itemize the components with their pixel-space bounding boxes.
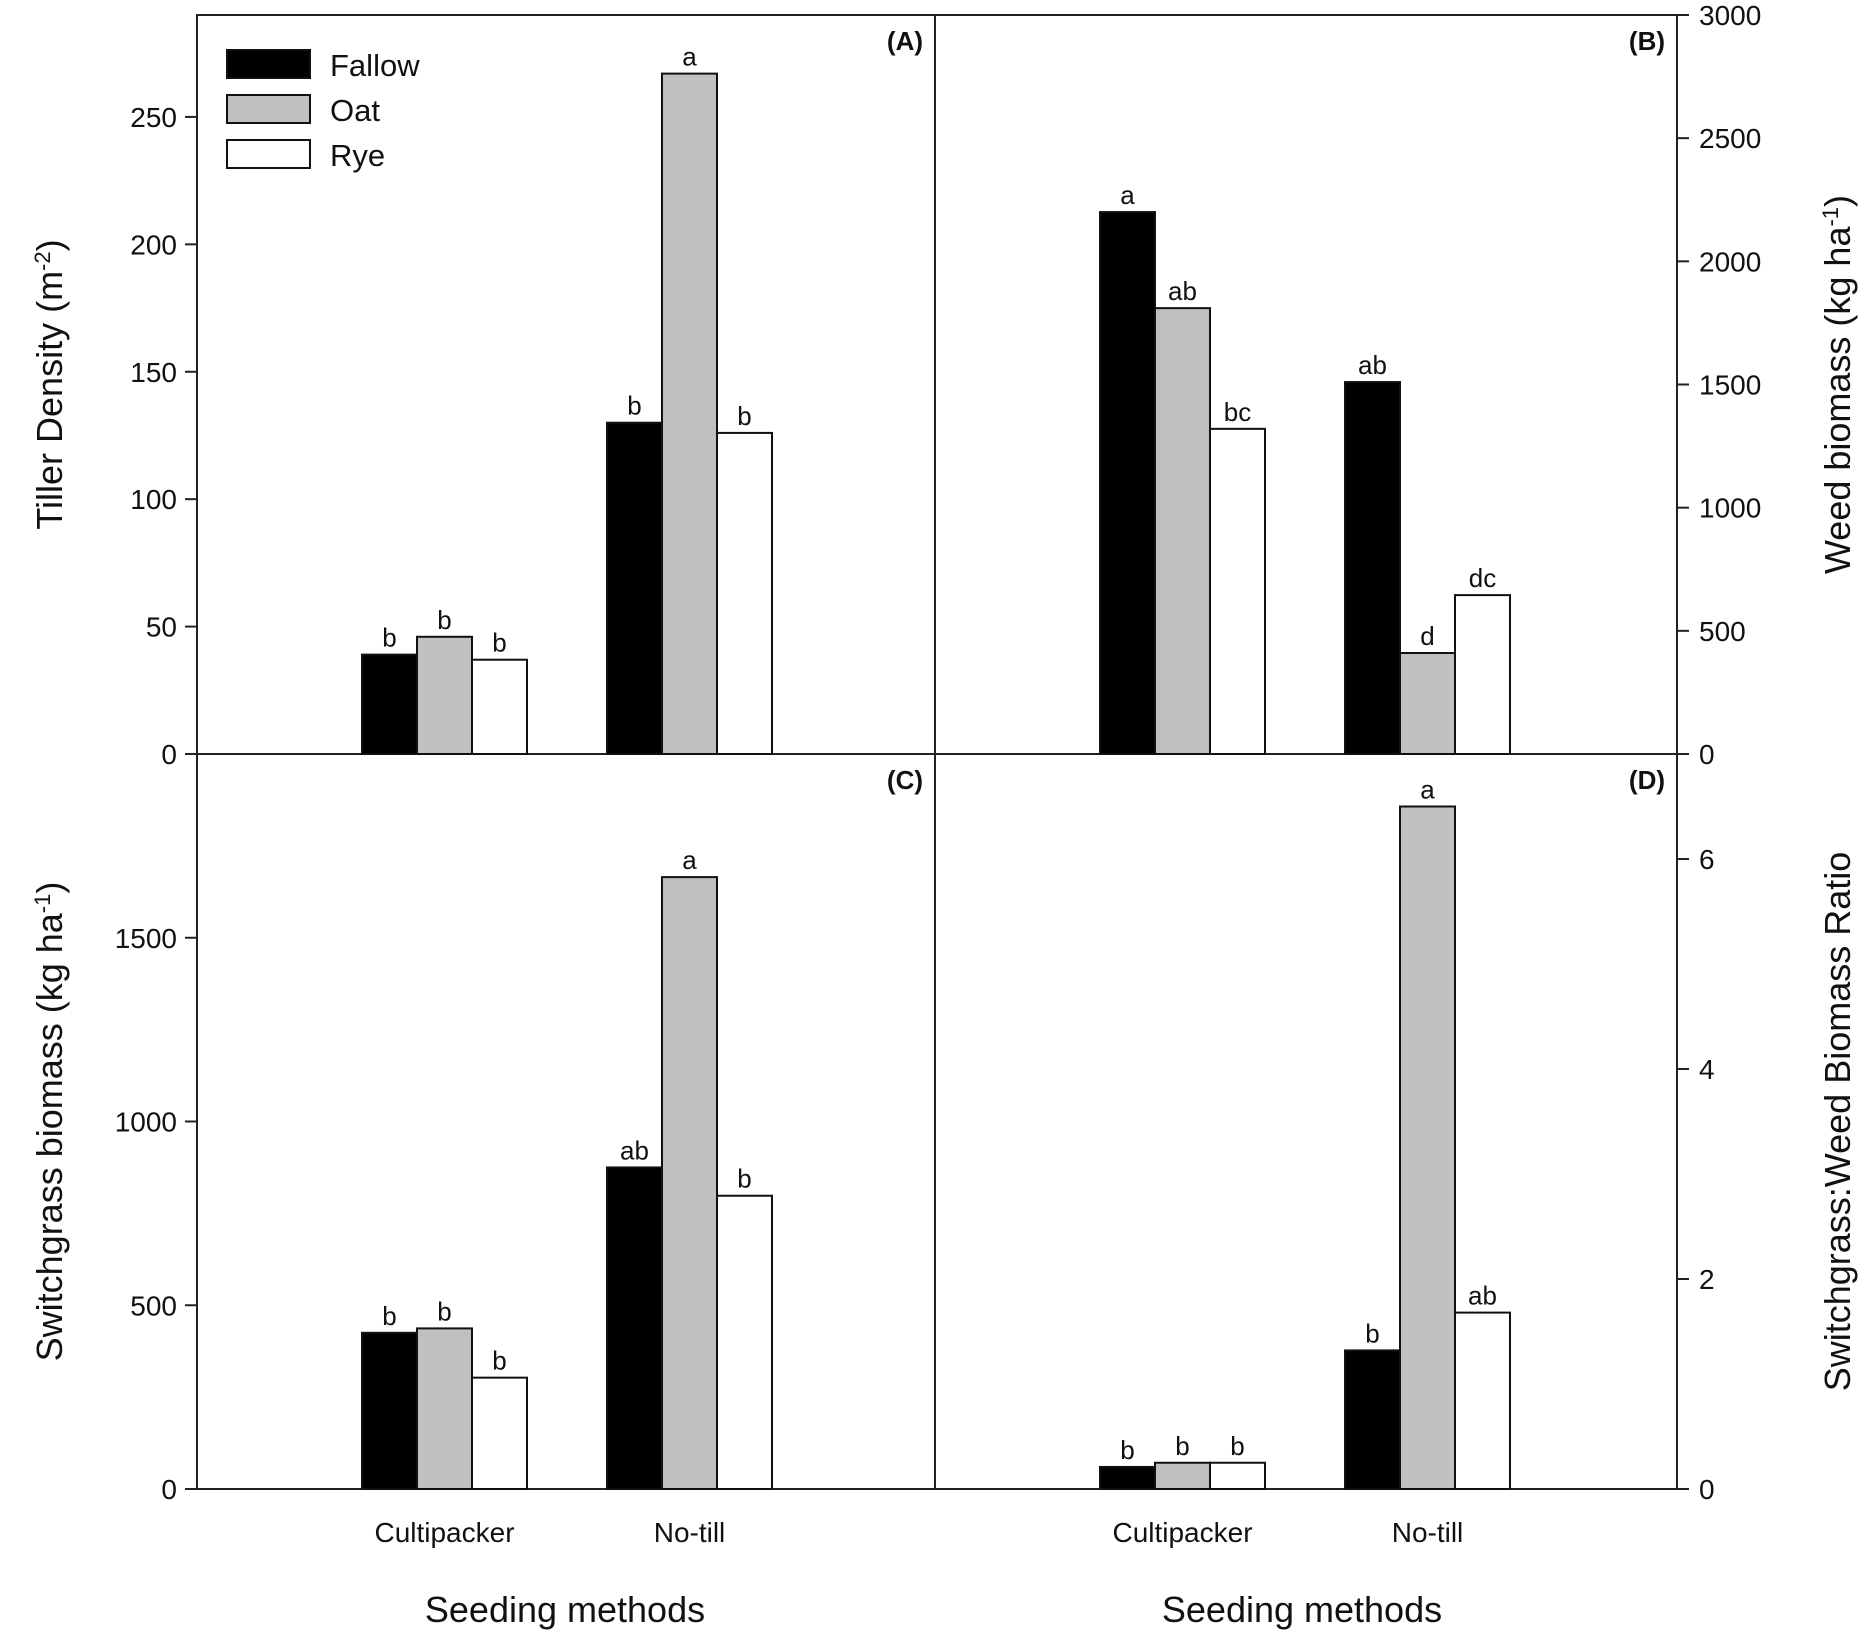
bar-a-cultipacker-fallow [361,653,418,756]
panel-d: (D) 0 2 4 6 Switchgrass:Weed Biomass Ratio b b b… [1099,765,1858,1548]
y-tick-label-a-100: 100 [130,484,177,515]
sig-letter-a-no-till-rye: b [737,401,751,431]
legend-label-oat: Oat [330,93,380,128]
y-tick-label-d-6: 6 [1699,844,1715,875]
sig-letter-c-no-till-rye: b [737,1164,751,1194]
y-tick-label-c-1500: 1500 [115,923,177,954]
bar-b-no-till-rye [1454,594,1511,755]
panel-c: (C) 0 500 1000 1500 Switchgrass biomass (kg h… [29,765,923,1548]
panel-a: (A) 0 50 100 150 200 250 Tiller Density (m-2) b b… [29,26,923,770]
sig-letter-b-no-till-fallow: ab [1358,350,1387,380]
bar-c-cultipacker-rye [471,1376,528,1490]
bar-d-no-till-oat [1399,805,1456,1490]
bar-b-no-till-fallow [1344,381,1401,755]
legend-swatch-fallow [226,49,311,79]
y-tick-label-b-2000: 2000 [1699,246,1761,277]
bar-b-cultipacker-fallow [1099,211,1156,756]
x-tick-label-d-cultipacker: Cultipacker [1112,1517,1252,1548]
sig-letter-c-cultipacker-rye: b [492,1346,506,1376]
bar-a-no-till-oat [661,72,718,755]
sig-letter-b-no-till-rye: dc [1469,563,1496,593]
bar-b-cultipacker-oat [1154,307,1211,755]
sig-letter-a-cultipacker-rye: b [492,628,506,658]
sig-letter-a-cultipacker-fallow: b [382,623,396,653]
bar-a-cultipacker-oat [416,635,473,755]
y-tick-label-b-2500: 2500 [1699,123,1761,154]
outer-frame [196,14,1678,1490]
y-tick-label-a-250: 250 [130,102,177,133]
bar-c-no-till-oat [661,876,718,1490]
y-tick-label-b-1000: 1000 [1699,493,1761,524]
y-axis-title-d: Switchgrass:Weed Biomass Ratio [1817,852,1858,1392]
bar-a-no-till-rye [716,431,773,755]
bar-d-no-till-rye [1454,1311,1511,1490]
y-tick-label-c-500: 500 [130,1290,177,1321]
y-tick-label-d-0: 0 [1699,1474,1715,1505]
panel-label-d: (D) [1629,765,1665,795]
legend-swatch-oat [226,94,311,124]
x-tick-label-c-cultipacker: Cultipacker [374,1517,514,1548]
y-axis-title-c: Switchgrass biomass (kg ha-1) [29,882,70,1362]
bar-c-no-till-fallow [606,1166,663,1490]
sig-letter-b-cultipacker-rye: bc [1224,397,1251,427]
legend-label-fallow: Fallow [330,48,420,83]
legend-label-rye: Rye [330,138,385,173]
bar-c-cultipacker-fallow [361,1331,418,1490]
bar-c-cultipacker-oat [416,1327,473,1490]
panel-label-b: (B) [1629,26,1665,56]
bar-d-cultipacker-fallow [1099,1465,1156,1490]
sig-letter-d-no-till-rye: ab [1468,1281,1497,1311]
x-tick-label-c-no-till: No-till [654,1517,726,1548]
legend: Fallow Oat Rye [226,48,420,173]
y-tick-label-c-1000: 1000 [115,1107,177,1138]
sig-letter-b-no-till-oat: d [1420,621,1434,651]
sig-letter-a-no-till-fallow: b [627,391,641,421]
y-tick-label-b-500: 500 [1699,616,1746,647]
sig-letter-d-cultipacker-fallow: b [1120,1435,1134,1465]
y-axis-title-b: Weed biomass (kg ha-1) [1817,195,1858,574]
bar-b-cultipacker-rye [1209,427,1266,755]
sig-letter-d-no-till-fallow: b [1365,1318,1379,1348]
sig-letter-b-cultipacker-oat: ab [1168,276,1197,306]
sig-letter-d-cultipacker-oat: b [1175,1431,1189,1461]
panel-label-c: (C) [887,765,923,795]
sig-letter-a-cultipacker-oat: b [437,605,451,635]
y-tick-label-a-150: 150 [130,357,177,388]
y-axis-title-a: Tiller Density (m-2) [29,239,70,529]
sig-letter-c-no-till-fallow: ab [620,1135,649,1165]
bar-d-cultipacker-rye [1209,1461,1266,1490]
bar-a-no-till-fallow [606,421,663,755]
sig-letter-a-no-till-oat: a [682,42,697,72]
bar-a-cultipacker-rye [471,658,528,756]
y-tick-label-c-0: 0 [161,1474,177,1505]
y-tick-label-a-200: 200 [130,229,177,260]
y-tick-label-a-50: 50 [146,612,177,643]
sig-letter-c-cultipacker-oat: b [437,1296,451,1326]
sig-letter-d-cultipacker-rye: b [1230,1431,1244,1461]
sig-letter-d-no-till-oat: a [1420,775,1435,805]
sig-letter-c-cultipacker-fallow: b [382,1301,396,1331]
y-tick-label-b-3000: 3000 [1699,0,1761,31]
bar-d-cultipacker-oat [1154,1461,1211,1490]
y-tick-label-b-0: 0 [1699,739,1715,770]
y-tick-label-d-2: 2 [1699,1264,1715,1295]
legend-swatch-rye [226,139,311,169]
y-tick-label-a-0: 0 [161,739,177,770]
bar-c-no-till-rye [716,1194,773,1490]
x-axis-title-left: Seeding methods [425,1589,705,1630]
panel-label-a: (A) [887,26,923,56]
bar-b-no-till-oat [1399,652,1456,756]
sig-letter-c-no-till-oat: a [682,845,697,875]
x-axis-title-right: Seeding methods [1162,1589,1442,1630]
y-tick-label-d-4: 4 [1699,1054,1715,1085]
x-tick-label-d-no-till: No-till [1392,1517,1464,1548]
y-tick-label-b-1500: 1500 [1699,370,1761,401]
panel-b: (B) 0 500 1000 1500 2000 2500 3000 Weed biomass … [1099,0,1858,770]
bar-d-no-till-fallow [1344,1349,1401,1491]
sig-letter-b-cultipacker-fallow: a [1120,180,1135,210]
